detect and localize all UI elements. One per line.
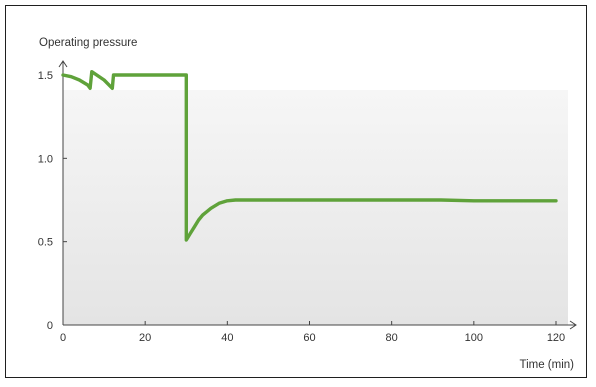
y-tick-label: 1.5 bbox=[38, 70, 53, 82]
axes bbox=[58, 60, 577, 330]
x-tick-label: 0 bbox=[60, 332, 66, 344]
x-tick-label: 80 bbox=[386, 332, 398, 344]
y-tick-label: 0.5 bbox=[38, 237, 53, 249]
y-axis-arrow-icon bbox=[58, 60, 68, 68]
y-axis-title: Operating pressure bbox=[39, 37, 137, 49]
chart: Operating pressure Time (min) 0 20 40 60 80 1… bbox=[38, 37, 577, 371]
y-tick-label: 0 bbox=[47, 320, 53, 332]
ticks: 0 20 40 60 80 100 120 0 0.5 1.0 1.5 bbox=[38, 70, 565, 344]
chart-frame: Operating pressure Time (min) 0 20 40 60 80 1… bbox=[5, 5, 587, 378]
x-axis-title: Time (min) bbox=[519, 359, 574, 371]
series-line bbox=[61, 70, 558, 242]
x-tick-label: 20 bbox=[139, 332, 151, 344]
x-axis-arrow-icon bbox=[569, 320, 577, 330]
x-tick-label: 60 bbox=[303, 332, 315, 344]
x-tick-label: 100 bbox=[465, 332, 483, 344]
y-tick-label: 1.0 bbox=[38, 153, 53, 165]
plot-area bbox=[63, 90, 568, 325]
x-tick-label: 40 bbox=[221, 332, 233, 344]
x-tick-label: 120 bbox=[547, 332, 565, 344]
